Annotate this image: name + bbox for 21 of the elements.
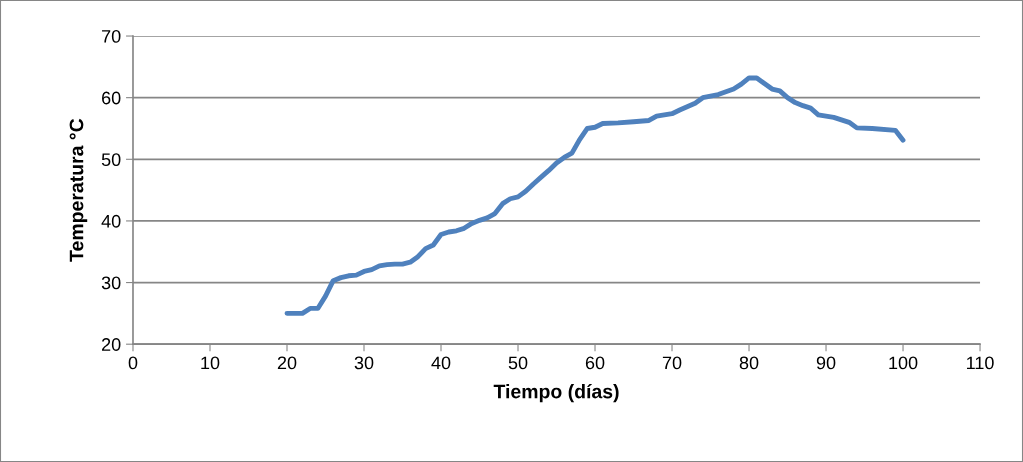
x-tick-label: 10 [201, 356, 220, 370]
y-tick-label: 60 [102, 91, 121, 105]
x-tick-label: 70 [662, 356, 682, 370]
y-tick-label: 30 [101, 276, 121, 290]
x-tick-label: 60 [585, 356, 605, 370]
y-tick-label: 20 [102, 338, 121, 351]
x-tick-label: 90 [816, 356, 836, 370]
x-tick-label: 0 [128, 356, 138, 370]
x-tick-label: 20 [277, 356, 297, 370]
x-axis-title: Tiempo (días) [493, 383, 619, 403]
y-tick-label: 70 [102, 29, 121, 43]
x-tick-label: 80 [739, 356, 759, 370]
x-tick-label: 110 [967, 356, 994, 370]
y-axis-title: Temperatura °C [69, 118, 88, 262]
x-tick-label: 100 [889, 356, 918, 370]
x-tick-label: 50 [508, 356, 528, 370]
x-tick-label: 30 [354, 356, 374, 370]
y-tick-label: 50 [101, 153, 121, 167]
x-tick-label: 40 [431, 356, 451, 370]
y-tick-label: 40 [101, 214, 121, 228]
line-series [284, 75, 906, 316]
